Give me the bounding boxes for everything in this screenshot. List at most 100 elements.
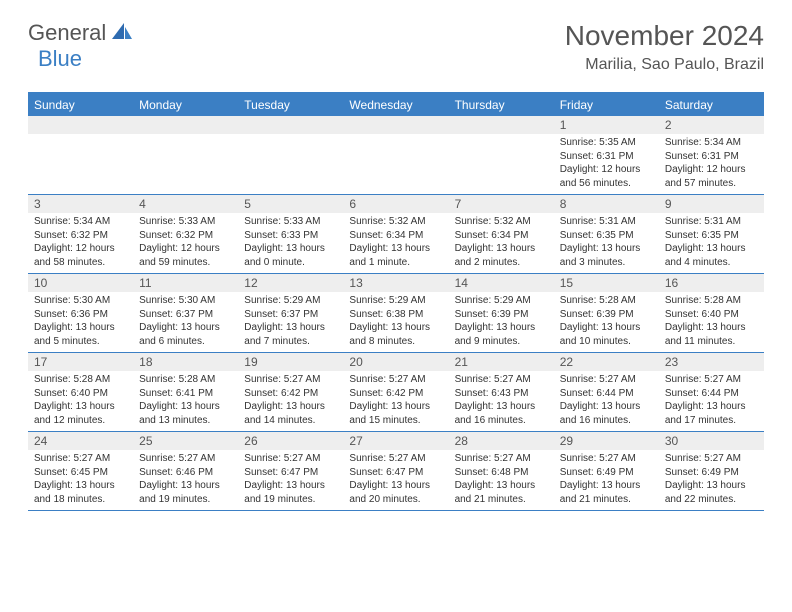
sunrise-text: Sunrise: 5:30 AM [34,294,127,308]
sunrise-text: Sunrise: 5:31 AM [560,215,653,229]
sunset-text: Sunset: 6:40 PM [665,308,758,322]
sunset-text: Sunset: 6:45 PM [34,466,127,480]
day-number: 19 [238,353,343,371]
weekday-header: Tuesday [238,94,343,116]
day-details: Sunrise: 5:27 AMSunset: 6:48 PMDaylight:… [449,450,554,510]
brand-part1: General [28,20,106,46]
sunset-text: Sunset: 6:47 PM [349,466,442,480]
calendar-day: 21Sunrise: 5:27 AMSunset: 6:43 PMDayligh… [449,353,554,431]
day-details: Sunrise: 5:27 AMSunset: 6:49 PMDaylight:… [659,450,764,510]
sunrise-text: Sunrise: 5:29 AM [349,294,442,308]
calendar-day: 5Sunrise: 5:33 AMSunset: 6:33 PMDaylight… [238,195,343,273]
sunrise-text: Sunrise: 5:31 AM [665,215,758,229]
weekday-header: Monday [133,94,238,116]
daylight-text: Daylight: 13 hours and 16 minutes. [455,400,548,427]
day-details: Sunrise: 5:32 AMSunset: 6:34 PMDaylight:… [449,213,554,273]
daylight-text: Daylight: 13 hours and 8 minutes. [349,321,442,348]
sunrise-text: Sunrise: 5:30 AM [139,294,232,308]
calendar-week: 3Sunrise: 5:34 AMSunset: 6:32 PMDaylight… [28,195,764,274]
sunrise-text: Sunrise: 5:28 AM [560,294,653,308]
day-number: 9 [659,195,764,213]
day-number: 26 [238,432,343,450]
day-details: Sunrise: 5:27 AMSunset: 6:44 PMDaylight:… [659,371,764,431]
day-details: Sunrise: 5:29 AMSunset: 6:39 PMDaylight:… [449,292,554,352]
day-number: 12 [238,274,343,292]
calendar-week: 24Sunrise: 5:27 AMSunset: 6:45 PMDayligh… [28,432,764,511]
daylight-text: Daylight: 13 hours and 19 minutes. [244,479,337,506]
day-details: Sunrise: 5:35 AMSunset: 6:31 PMDaylight:… [554,134,659,194]
day-details: Sunrise: 5:27 AMSunset: 6:42 PMDaylight:… [343,371,448,431]
calendar-day: 24Sunrise: 5:27 AMSunset: 6:45 PMDayligh… [28,432,133,510]
day-number: 15 [554,274,659,292]
day-number: 1 [554,116,659,134]
daylight-text: Daylight: 13 hours and 12 minutes. [34,400,127,427]
calendar-day: 27Sunrise: 5:27 AMSunset: 6:47 PMDayligh… [343,432,448,510]
calendar-week: 10Sunrise: 5:30 AMSunset: 6:36 PMDayligh… [28,274,764,353]
sunrise-text: Sunrise: 5:29 AM [244,294,337,308]
day-number [133,116,238,134]
day-details: Sunrise: 5:29 AMSunset: 6:37 PMDaylight:… [238,292,343,352]
daylight-text: Daylight: 13 hours and 15 minutes. [349,400,442,427]
day-details: Sunrise: 5:31 AMSunset: 6:35 PMDaylight:… [659,213,764,273]
sunrise-text: Sunrise: 5:27 AM [455,452,548,466]
day-number [343,116,448,134]
day-details: Sunrise: 5:28 AMSunset: 6:41 PMDaylight:… [133,371,238,431]
day-number: 14 [449,274,554,292]
title-block: November 2024 Marilia, Sao Paulo, Brazil [565,20,764,74]
day-details: Sunrise: 5:31 AMSunset: 6:35 PMDaylight:… [554,213,659,273]
weekday-header: Friday [554,94,659,116]
day-details [133,134,238,140]
sunset-text: Sunset: 6:34 PM [455,229,548,243]
sunrise-text: Sunrise: 5:27 AM [34,452,127,466]
calendar-day: 13Sunrise: 5:29 AMSunset: 6:38 PMDayligh… [343,274,448,352]
sunrise-text: Sunrise: 5:27 AM [244,373,337,387]
calendar-day: 18Sunrise: 5:28 AMSunset: 6:41 PMDayligh… [133,353,238,431]
day-details: Sunrise: 5:33 AMSunset: 6:32 PMDaylight:… [133,213,238,273]
sunset-text: Sunset: 6:37 PM [244,308,337,322]
header: General November 2024 Marilia, Sao Paulo… [0,0,792,82]
calendar-day: 29Sunrise: 5:27 AMSunset: 6:49 PMDayligh… [554,432,659,510]
day-number [28,116,133,134]
day-number: 13 [343,274,448,292]
day-details: Sunrise: 5:28 AMSunset: 6:40 PMDaylight:… [28,371,133,431]
day-details: Sunrise: 5:28 AMSunset: 6:40 PMDaylight:… [659,292,764,352]
daylight-text: Daylight: 13 hours and 1 minute. [349,242,442,269]
sunset-text: Sunset: 6:31 PM [560,150,653,164]
day-details [343,134,448,140]
daylight-text: Daylight: 13 hours and 10 minutes. [560,321,653,348]
day-number [238,116,343,134]
sunrise-text: Sunrise: 5:35 AM [560,136,653,150]
sunset-text: Sunset: 6:46 PM [139,466,232,480]
calendar: SundayMondayTuesdayWednesdayThursdayFrid… [28,92,764,511]
day-details [449,134,554,140]
daylight-text: Daylight: 13 hours and 3 minutes. [560,242,653,269]
daylight-text: Daylight: 13 hours and 9 minutes. [455,321,548,348]
sunrise-text: Sunrise: 5:32 AM [455,215,548,229]
daylight-text: Daylight: 13 hours and 4 minutes. [665,242,758,269]
daylight-text: Daylight: 13 hours and 21 minutes. [455,479,548,506]
sunrise-text: Sunrise: 5:27 AM [349,452,442,466]
sunrise-text: Sunrise: 5:28 AM [34,373,127,387]
day-details [28,134,133,140]
day-details: Sunrise: 5:27 AMSunset: 6:47 PMDaylight:… [238,450,343,510]
calendar-day: 12Sunrise: 5:29 AMSunset: 6:37 PMDayligh… [238,274,343,352]
sunrise-text: Sunrise: 5:33 AM [139,215,232,229]
calendar-day: 26Sunrise: 5:27 AMSunset: 6:47 PMDayligh… [238,432,343,510]
daylight-text: Daylight: 13 hours and 7 minutes. [244,321,337,348]
weekday-row: SundayMondayTuesdayWednesdayThursdayFrid… [28,94,764,116]
sail-icon [110,21,134,46]
sunset-text: Sunset: 6:33 PM [244,229,337,243]
sunrise-text: Sunrise: 5:29 AM [455,294,548,308]
calendar-day: 1Sunrise: 5:35 AMSunset: 6:31 PMDaylight… [554,116,659,194]
calendar-day [238,116,343,194]
daylight-text: Daylight: 13 hours and 16 minutes. [560,400,653,427]
calendar-week: 1Sunrise: 5:35 AMSunset: 6:31 PMDaylight… [28,116,764,195]
calendar-day [449,116,554,194]
sunrise-text: Sunrise: 5:27 AM [665,452,758,466]
calendar-day: 16Sunrise: 5:28 AMSunset: 6:40 PMDayligh… [659,274,764,352]
daylight-text: Daylight: 13 hours and 11 minutes. [665,321,758,348]
sunset-text: Sunset: 6:42 PM [349,387,442,401]
day-details: Sunrise: 5:30 AMSunset: 6:36 PMDaylight:… [28,292,133,352]
sunset-text: Sunset: 6:49 PM [665,466,758,480]
day-details: Sunrise: 5:32 AMSunset: 6:34 PMDaylight:… [343,213,448,273]
